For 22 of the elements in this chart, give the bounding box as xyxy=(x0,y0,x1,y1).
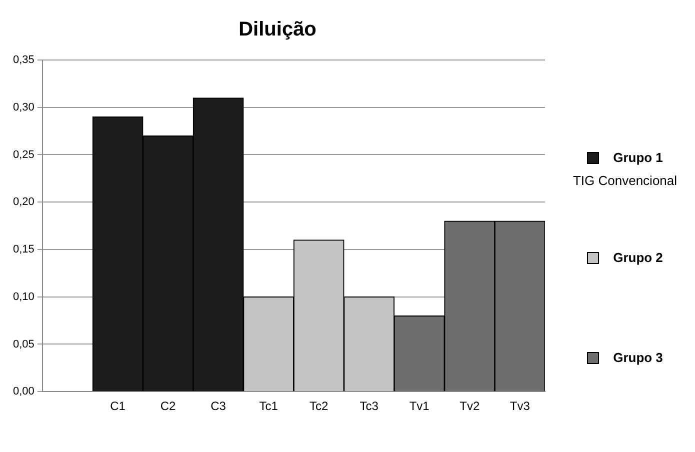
x-tick-label: Tv3 xyxy=(510,399,530,414)
y-tick-label: 0,25 xyxy=(12,148,34,161)
x-tick-label: C1 xyxy=(110,399,126,414)
x-tick-label: Tc3 xyxy=(360,399,379,414)
legend-label: Grupo 3 xyxy=(613,350,663,365)
y-tick-label: 0,05 xyxy=(12,338,34,350)
chart-title: Diluição xyxy=(238,18,316,41)
text: TIG Convencional xyxy=(572,173,678,188)
x-tick-label: Tv1 xyxy=(409,399,430,414)
x-tick-label: Tv2 xyxy=(460,399,480,414)
legend-label: Grupo 1 xyxy=(613,150,663,165)
x-tick-label: Tc1 xyxy=(259,399,278,414)
y-tick-label: 0,20 xyxy=(12,196,34,208)
y-tick-label: 0,30 xyxy=(12,101,34,114)
y-tick-label: 0,35 xyxy=(12,54,34,66)
x-tick-label: Tc2 xyxy=(309,399,328,414)
legend-label: Grupo 2 xyxy=(613,250,663,265)
x-tick-label: C3 xyxy=(210,399,226,414)
y-tick-label: 0,10 xyxy=(12,290,34,303)
y-tick-label: 0,00 xyxy=(12,386,34,398)
y-tick-label: 0,15 xyxy=(12,244,34,256)
x-tick-label: C2 xyxy=(160,399,176,414)
